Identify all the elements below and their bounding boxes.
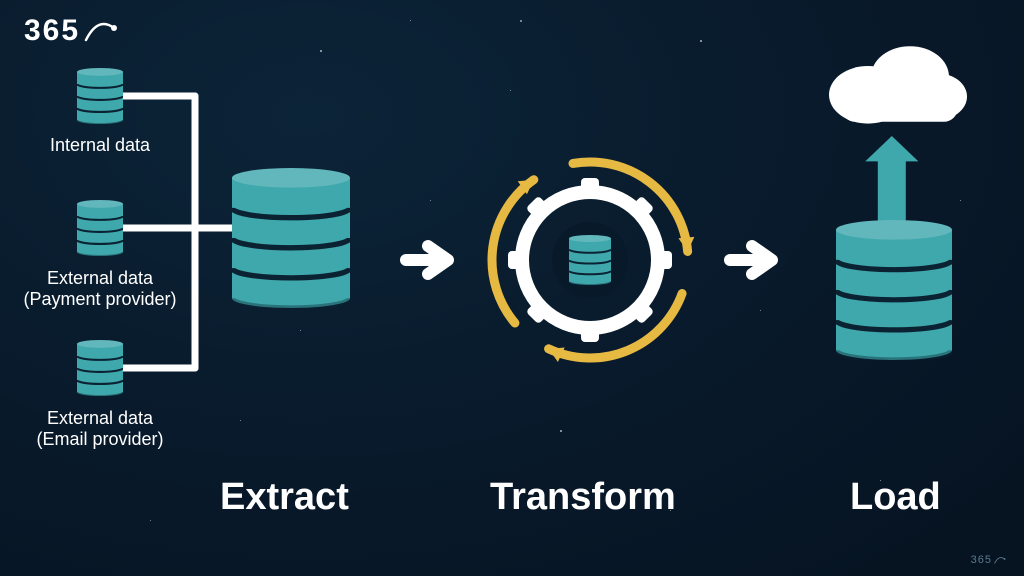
- upload-arrow-icon: [861, 132, 923, 234]
- cloud-icon: [820, 39, 970, 129]
- source-label: External data (Payment provider): [0, 268, 200, 309]
- load-database-icon: [836, 220, 952, 365]
- watermark: 365: [971, 554, 1006, 566]
- source-database-icon: [77, 200, 123, 261]
- arrow-icon: [724, 238, 778, 282]
- watermark-text: 365: [971, 554, 992, 566]
- extract-database-icon: [232, 168, 350, 313]
- source-database-icon: [77, 340, 123, 401]
- stage-label: Transform: [490, 476, 676, 519]
- source-label: External data (Email provider): [0, 408, 200, 449]
- source-database-icon: [77, 68, 123, 129]
- source-label: Internal data: [0, 135, 200, 156]
- transform-gear-icon: [462, 132, 718, 388]
- stage-label: Load: [850, 476, 941, 519]
- stage-label: Extract: [220, 476, 349, 519]
- arrow-icon: [400, 238, 454, 282]
